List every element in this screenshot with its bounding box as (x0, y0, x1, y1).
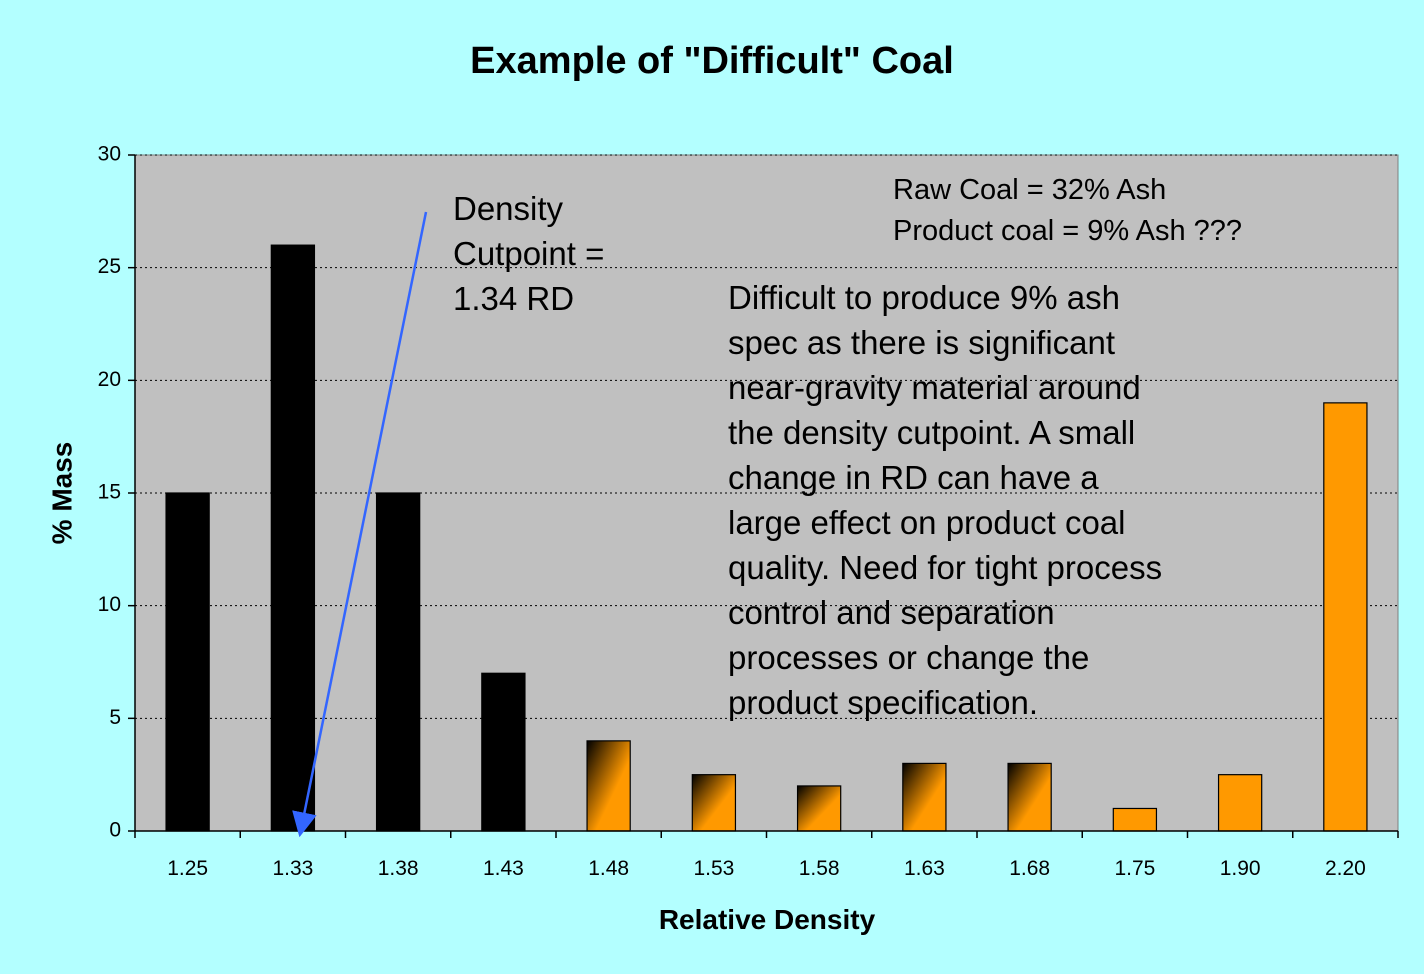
explanation-line: spec as there is significant (728, 324, 1116, 361)
explanation-line: product specification. (728, 684, 1039, 721)
cutpoint-line-2: Cutpoint = (453, 235, 605, 272)
bar-1.90 (1217, 774, 1263, 832)
y-tick-label: 30 (98, 143, 121, 166)
bar-1.75 (1112, 807, 1158, 832)
bar-1.25 (165, 492, 210, 832)
explanation-line: Difficult to produce 9% ash (728, 279, 1120, 316)
x-tick-label: 1.38 (378, 857, 419, 880)
x-tick-label: 1.75 (1114, 857, 1155, 880)
cutpoint-arrow (292, 211, 428, 838)
x-tick-label: 1.25 (167, 857, 208, 880)
explanation-line: change in RD can have a (728, 459, 1099, 496)
cutpoint-line-1: Density (453, 190, 564, 227)
y-axis-label: % Mass (46, 442, 77, 545)
explanation-line: processes or change the (728, 639, 1090, 676)
explanation-line: control and separation (728, 594, 1055, 631)
explanation-line: the density cutpoint. A small (728, 414, 1136, 451)
x-tick-label: 1.43 (483, 857, 524, 880)
product-coal-text: Product coal = 9% Ash ??? (893, 215, 1243, 247)
x-tick-label: 1.53 (693, 857, 734, 880)
explanation-line: near-gravity material around (728, 369, 1141, 406)
y-tick-label: 15 (98, 481, 121, 504)
x-tick-label: 1.48 (588, 857, 629, 880)
y-tick-label: 20 (98, 368, 121, 391)
chart-title: Example of "Difficult" Coal (470, 40, 954, 82)
bar-1.33 (270, 244, 316, 832)
y-tick-label: 10 (98, 593, 121, 616)
cutpoint-line-3: 1.34 RD (453, 280, 575, 317)
bar-1.38 (375, 492, 421, 832)
ash-annotation: Raw Coal = 32% Ash Product coal = 9% Ash… (893, 170, 1353, 252)
x-tick-label: 1.90 (1220, 857, 1261, 880)
x-axis-label: Relative Density (659, 904, 876, 935)
raw-coal-text: Raw Coal = 32% Ash (893, 174, 1167, 206)
bar-1.48 (586, 740, 631, 832)
y-tick-label: 0 (109, 819, 121, 842)
explanation-line: quality. Need for tight process (728, 549, 1163, 586)
bar-1.58 (796, 785, 842, 832)
bar-1.68 (1007, 762, 1052, 832)
x-tick-label: 2.20 (1325, 857, 1366, 880)
bar-1.53 (691, 774, 737, 832)
explanation-annotation: Difficult to produce 9% ash spec as ther… (728, 275, 1288, 725)
y-tick-label: 25 (98, 255, 121, 278)
bar-2.20 (1323, 402, 1368, 832)
bar-1.63 (902, 762, 947, 832)
explanation-line: large effect on product coal (728, 504, 1126, 541)
x-tick-label: 1.63 (904, 857, 945, 880)
cutpoint-annotation: Density Cutpoint = 1.34 RD (453, 186, 653, 321)
y-tick-label: 5 (109, 706, 121, 729)
x-tick-label: 1.58 (799, 857, 840, 880)
x-tick-label: 1.33 (272, 857, 313, 880)
x-tick-label: 1.68 (1009, 857, 1050, 880)
bar-1.43 (481, 672, 526, 832)
